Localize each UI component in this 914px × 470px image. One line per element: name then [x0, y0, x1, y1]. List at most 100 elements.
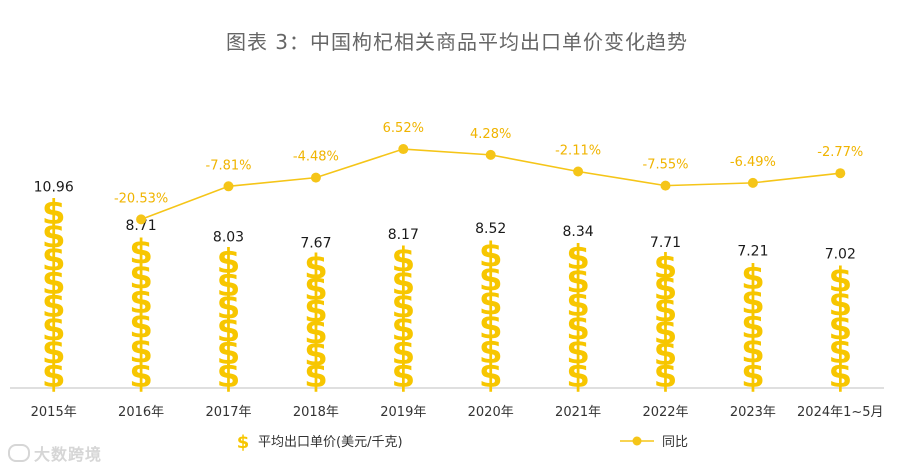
yoy-value-label: -2.11% [555, 143, 601, 158]
bar-6: $$$$$$ [479, 235, 503, 396]
bar-dollar-icon: $ [129, 282, 153, 322]
yoy-value-label: -20.53% [114, 191, 168, 206]
bar-dollar-icon: $ [654, 290, 678, 330]
bar-value-label: 7.02 [825, 247, 856, 263]
bar-dollar-icon: $ [129, 257, 153, 297]
yoy-point [835, 168, 846, 179]
yoy-point [310, 172, 321, 183]
bar-dollar-icon: $ [654, 269, 678, 309]
bar-dollar-icon: $ [42, 240, 66, 280]
bar-dollar-icon: $ [828, 308, 852, 348]
bar-value-label: 7.21 [737, 243, 768, 259]
bar-value-label: 7.67 [300, 236, 331, 252]
bar-dollar-icon: $ [479, 332, 503, 372]
bar-dollar-icon: $ [828, 356, 852, 396]
yoy-point [136, 214, 147, 225]
bar-5: $$$$$$ [391, 240, 415, 396]
bar-dollar-icon: $ [391, 310, 415, 350]
yoy-value-label: -7.81% [206, 158, 252, 173]
bar-dollar-icon: $ [479, 356, 503, 396]
bar-dollar-icon: $ [304, 247, 328, 287]
bar-value-label: 10.96 [34, 180, 74, 196]
yoy-point [573, 166, 584, 177]
watermark-logo-icon [8, 444, 30, 462]
bar-dollar-icon: $ [42, 356, 66, 396]
bar-3: $$$$$$ [217, 242, 241, 396]
bar-8: $$$$$$ [654, 247, 678, 396]
bar-1: $$$$$$$$ [42, 193, 66, 396]
bar-dollar-icon: $ [566, 238, 590, 278]
legend-dollar-icon: $ [237, 432, 250, 453]
x-tick-label: 2015年 [31, 405, 77, 420]
bar-dollar-icon: $ [479, 259, 503, 299]
bar-dollar-icon: $ [217, 356, 241, 396]
bar-dollar-icon: $ [217, 288, 241, 328]
bar-dollar-icon: $ [741, 282, 765, 322]
bar-dollar-icon: $ [479, 235, 503, 275]
bar-dollar-icon: $ [304, 269, 328, 309]
legend-line-point [632, 436, 642, 446]
bar-dollar-icon: $ [391, 263, 415, 303]
bar-dollar-icon: $ [479, 284, 503, 324]
bar-dollar-icon: $ [741, 258, 765, 298]
bar-dollar-icon: $ [304, 291, 328, 331]
bar-dollar-icon: $ [566, 285, 590, 325]
bar-dollar-icon: $ [304, 334, 328, 374]
bar-value-label: 8.34 [563, 224, 594, 240]
bar-dollar-icon: $ [129, 307, 153, 347]
bar-dollar-icon: $ [42, 216, 66, 256]
bar-dollar-icon: $ [391, 287, 415, 327]
bar-dollar-icon: $ [828, 261, 852, 301]
bar-value-label: 7.71 [650, 235, 681, 251]
yoy-point [223, 181, 234, 192]
bar-dollar-icon: $ [217, 242, 241, 282]
x-tick-label: 2020年 [468, 405, 514, 420]
legend-line-label: 同比 [662, 435, 688, 450]
bar-dollar-icon: $ [217, 310, 241, 350]
bar-dollar-icon: $ [654, 334, 678, 374]
bar-dollar-icon: $ [42, 263, 66, 303]
bar-dollar-icon: $ [304, 356, 328, 396]
yoy-value-label: -2.77% [817, 145, 863, 160]
bar-dollar-icon: $ [42, 286, 66, 326]
yoy-value-label: 4.28% [470, 127, 511, 142]
bar-value-label: 8.03 [213, 229, 244, 245]
watermark: 大数跨境 [8, 441, 102, 465]
x-tick-label: 2022年 [642, 405, 688, 420]
yoy-point [747, 177, 758, 188]
bar-dollar-icon: $ [741, 356, 765, 396]
bar-value-label: 8.17 [388, 227, 419, 243]
bar-dollar-icon: $ [654, 247, 678, 287]
bar-dollar-icon: $ [129, 233, 153, 273]
bar-dollar-icon: $ [129, 356, 153, 396]
watermark-text: 大数跨境 [34, 445, 103, 464]
bar-7: $$$$$$ [566, 238, 590, 396]
bar-dollar-icon: $ [42, 333, 66, 373]
bar-dollar-icon: $ [42, 193, 66, 233]
x-tick-label: 2019年 [380, 405, 426, 420]
bar-2: $$$$$$ [129, 233, 153, 396]
x-tick-label: 2017年 [205, 405, 251, 420]
bar-dollar-icon: $ [391, 333, 415, 373]
bar-value-label: 8.71 [126, 218, 157, 234]
yoy-value-label: -7.55% [643, 158, 689, 173]
x-tick-label: 2023年 [730, 405, 776, 420]
bar-dollar-icon: $ [217, 333, 241, 373]
chart-title: 图表 3：中国枸杞相关商品平均出口单价变化趋势 [225, 30, 689, 54]
bar-dollar-icon: $ [566, 356, 590, 396]
yoy-value-label: -6.49% [730, 155, 776, 170]
bar-dollar-icon: $ [391, 240, 415, 280]
bar-dollar-icon: $ [654, 312, 678, 352]
bar-dollar-icon: $ [741, 307, 765, 347]
bar-dollar-icon: $ [566, 261, 590, 301]
bar-4: $$$$$$ [304, 247, 328, 396]
bar-dollar-icon: $ [566, 332, 590, 372]
bar-value-label: 8.52 [475, 221, 506, 237]
x-tick-label: 2021年 [555, 405, 601, 420]
bar-9: $$$$$ [741, 258, 765, 396]
yoy-point [660, 180, 671, 191]
bar-dollar-icon: $ [304, 313, 328, 353]
bar-10: $$$$$ [828, 261, 852, 396]
bar-dollar-icon: $ [42, 309, 66, 349]
